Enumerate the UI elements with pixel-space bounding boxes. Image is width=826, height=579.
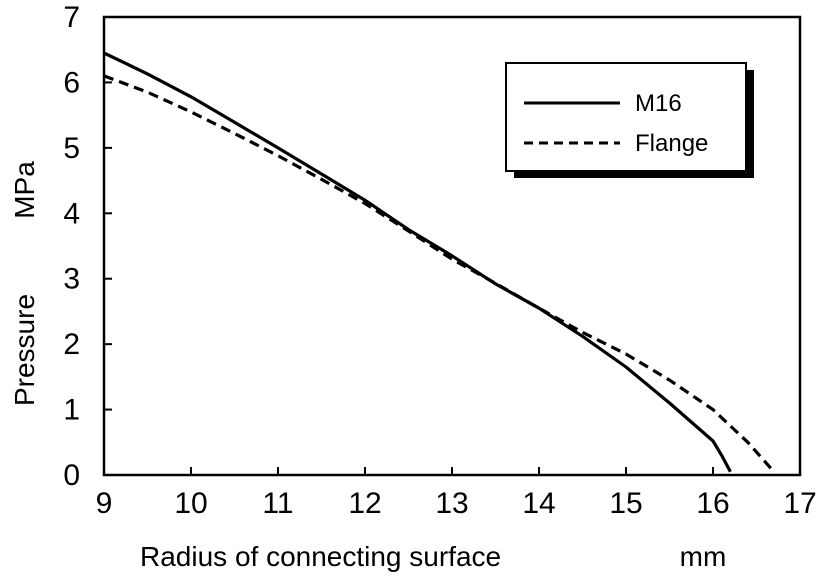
x-tick-label: 10 (174, 487, 207, 520)
legend-label-m16: M16 (635, 90, 682, 117)
x-tick-label: 13 (435, 487, 468, 520)
x-tick-label: 17 (783, 487, 816, 520)
y-axis-title: Pressure (9, 294, 40, 406)
y-tick-label: 3 (63, 263, 80, 296)
x-tick-label: 16 (696, 487, 729, 520)
y-tick-label: 5 (63, 132, 80, 165)
x-tick-label: 9 (96, 487, 113, 520)
y-tick-label: 7 (63, 1, 80, 34)
y-axis-title: MPa (9, 161, 40, 219)
x-tick-label: 14 (522, 487, 555, 520)
series-layer (103, 51, 776, 473)
x-tick-label: 11 (262, 487, 293, 520)
y-tick-label: 1 (63, 394, 80, 427)
legend: M16 Flange (505, 62, 754, 178)
y-tick-label: 4 (63, 197, 80, 230)
x-axis-unit: mm (680, 541, 727, 572)
legend-label-flange: Flange (635, 130, 708, 157)
y-tick-label: 2 (63, 328, 80, 361)
series-line-flange (103, 74, 776, 473)
x-axis-title: Radius of connecting surface (140, 541, 501, 572)
legend-box (505, 62, 747, 172)
y-tick-label: 0 (63, 459, 80, 492)
x-tick-label: 12 (348, 487, 381, 520)
y-tick-label: 6 (63, 66, 80, 99)
series-line-m16 (103, 51, 732, 473)
x-tick-label: 15 (609, 487, 642, 520)
